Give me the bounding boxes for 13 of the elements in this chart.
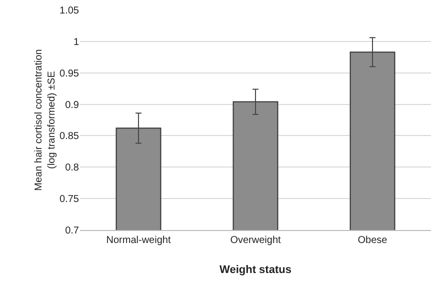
- y-tick-label: 0.7: [65, 226, 80, 236]
- y-tick-label: 0.8: [65, 162, 80, 174]
- y-tick-label: 0.9: [65, 100, 80, 111]
- y-axis-title: Mean hair cortisol concentration (log transformed) ±SE: [34, 49, 58, 191]
- y-tick-label: 1.05: [60, 6, 80, 16]
- y-tick-label: 1: [73, 36, 80, 48]
- x-tick-label: Overweight: [230, 235, 282, 246]
- y-tick-label: 0.95: [60, 68, 80, 80]
- y-tick-label: 0.85: [60, 131, 80, 142]
- x-tick-label: Obese: [358, 235, 388, 246]
- x-axis-title: Weight status: [220, 264, 292, 276]
- x-tick-label: Normal-weight: [106, 235, 171, 246]
- y-tick-label: 0.75: [60, 194, 80, 206]
